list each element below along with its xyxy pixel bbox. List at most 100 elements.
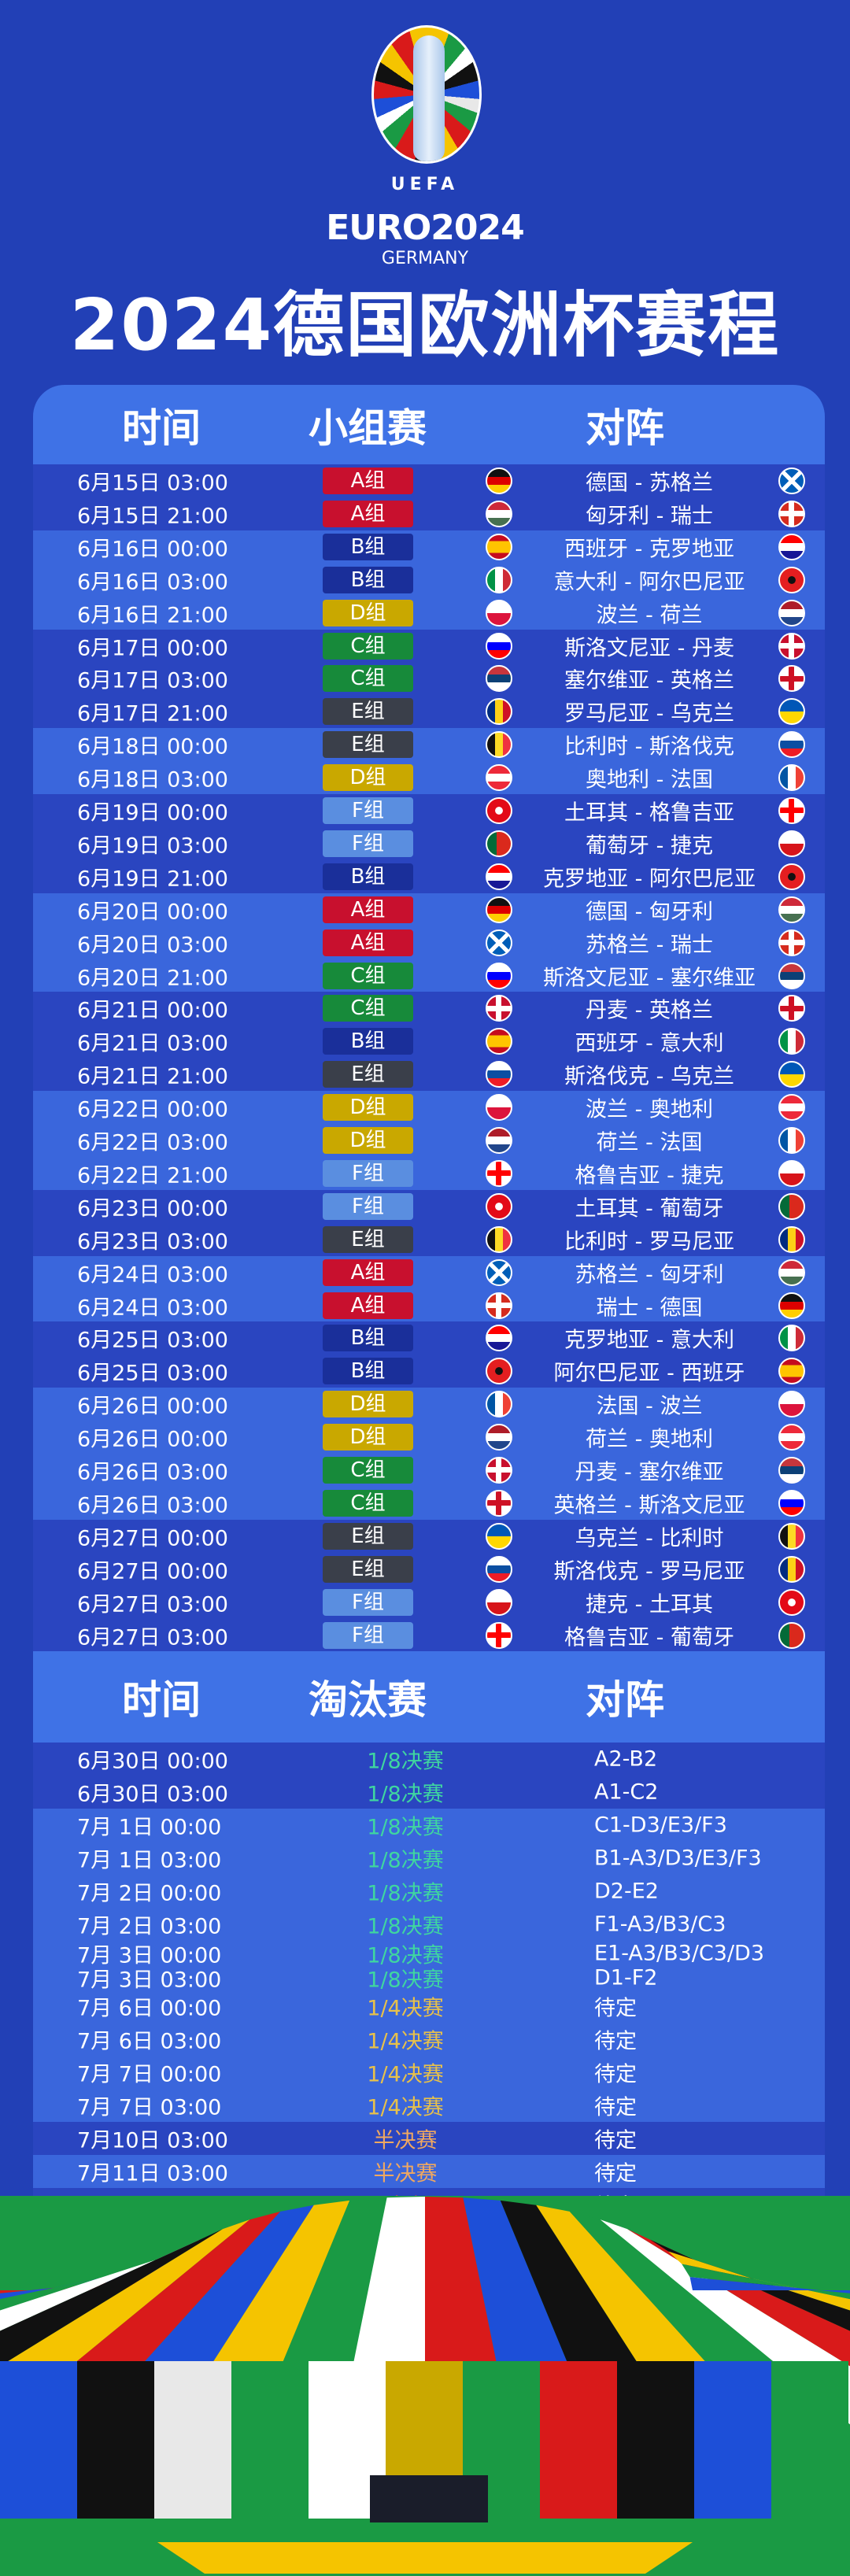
match-row: 6月26日 00:00 D组 法国 - 波兰 <box>33 1388 825 1421</box>
match-time: 6月26日 00:00 <box>77 1394 228 1419</box>
away-flag-icon <box>778 1457 805 1484</box>
match-row: 6月22日 00:00 D组 波兰 - 奥地利 <box>33 1091 825 1125</box>
away-flag-icon <box>778 995 805 1022</box>
home-flag-icon <box>486 1325 512 1352</box>
away-flag-icon <box>778 500 805 527</box>
match-teams: 波兰 - 荷兰 <box>596 603 703 628</box>
match-time: 6月20日 21:00 <box>77 966 228 990</box>
group-badge: A组 <box>323 1258 413 1286</box>
match-teams: 斯洛文尼亚 - 塞尔维亚 <box>543 966 756 990</box>
group-badge: C组 <box>323 632 413 660</box>
knockout-row: 7月10日 03:00 半决赛 待定 <box>33 2122 825 2155</box>
home-flag-icon <box>486 566 512 593</box>
stage-label: 1/8决赛 <box>367 1749 444 1774</box>
group-badge: E组 <box>323 731 413 759</box>
match-row: 6月27日 03:00 F组 捷克 - 土耳其 <box>33 1585 825 1619</box>
away-flag-icon <box>778 1489 805 1517</box>
match-teams: 斯洛文尼亚 - 丹麦 <box>564 636 734 660</box>
knockout-row: 7月11日 03:00 半决赛 待定 <box>33 2155 825 2188</box>
page-title: 2024德国欧洲杯赛程 <box>69 284 781 367</box>
match-row: 6月18日 00:00 E组 比利时 - 斯洛伐克 <box>33 728 825 762</box>
knockout-row: 7月 2日 03:00 1/8决赛 F1-A3/B3/C3 <box>33 1908 825 1941</box>
match-teams: 苏格兰 - 匈牙利 <box>575 1262 724 1288</box>
group-badge: C组 <box>323 1457 413 1484</box>
match-time: 6月19日 03:00 <box>77 833 228 859</box>
group-badge: D组 <box>323 764 413 792</box>
match-time: 6月24日 03:00 <box>77 1295 228 1320</box>
stage-label: 1/8决赛 <box>367 1782 444 1807</box>
knockout-header: 时间 淘汰赛 对阵 <box>33 1651 825 1743</box>
match-teams: 意大利 - 阿尔巴尼亚 <box>553 570 745 595</box>
home-flag-icon <box>486 1588 512 1616</box>
away-flag-icon <box>778 632 805 660</box>
match-row: 6月25日 03:00 B组 克罗地亚 - 意大利 <box>33 1321 825 1355</box>
match-teams: 德国 - 匈牙利 <box>586 900 713 925</box>
away-flag-icon <box>778 764 805 792</box>
home-flag-icon <box>486 1358 512 1385</box>
group-badge: B组 <box>323 1028 413 1055</box>
group-badge: F组 <box>323 797 413 824</box>
match-time: 6月21日 21:00 <box>77 1064 228 1089</box>
match-time: 7月 7日 00:00 <box>77 2062 222 2087</box>
match-teams: 阿尔巴尼亚 - 西班牙 <box>553 1361 745 1386</box>
match-row: 6月21日 00:00 C组 丹麦 - 英格兰 <box>33 992 825 1026</box>
match-row: 6月17日 00:00 C组 斯洛文尼亚 - 丹麦 <box>33 629 825 663</box>
match-teams: 捷克 - 土耳其 <box>586 1592 713 1617</box>
match-row: 6月18日 03:00 D组 奥地利 - 法国 <box>33 761 825 795</box>
match-time: 6月24日 03:00 <box>77 1262 228 1288</box>
matchup: D1-F2 <box>594 1965 658 1990</box>
home-flag-icon <box>486 1127 512 1154</box>
stand-stripe <box>689 2277 850 2293</box>
knockout-row: 7月 1日 03:00 1/8决赛 B1-A3/D3/E3/F3 <box>33 1842 825 1875</box>
matchup: 待定 <box>594 2062 637 2087</box>
matchup: 待定 <box>594 2128 637 2153</box>
match-teams: 西班牙 - 意大利 <box>575 1031 724 1056</box>
away-flag-icon <box>778 1391 805 1418</box>
match-time: 6月15日 21:00 <box>77 504 228 529</box>
match-time: 6月21日 03:00 <box>77 1031 228 1056</box>
lower-stand-block <box>771 2361 848 2519</box>
lower-stand-block <box>617 2361 694 2519</box>
away-flag-icon <box>778 929 805 956</box>
matchup: 待定 <box>594 2029 637 2054</box>
away-flag-icon <box>778 1258 805 1286</box>
group-badge: E组 <box>323 1555 413 1583</box>
match-time: 6月19日 21:00 <box>77 867 228 892</box>
match-time: 7月 6日 03:00 <box>77 2029 222 2054</box>
home-flag-icon <box>486 995 512 1022</box>
group-badge: A组 <box>323 896 413 923</box>
home-flag-icon <box>486 1094 512 1122</box>
home-flag-icon <box>486 1258 512 1286</box>
match-teams: 瑞士 - 德国 <box>596 1295 703 1320</box>
host-country-label: GERMANY <box>381 249 469 268</box>
match-time: 6月18日 03:00 <box>77 767 228 793</box>
away-flag-icon <box>778 1127 805 1154</box>
group-badge: E组 <box>323 1225 413 1253</box>
match-time: 6月25日 03:00 <box>77 1328 228 1353</box>
match-time: 6月18日 00:00 <box>77 734 228 759</box>
match-teams: 波兰 - 奥地利 <box>586 1097 713 1122</box>
match-time: 6月26日 00:00 <box>77 1427 228 1452</box>
lower-stand-block <box>694 2361 771 2519</box>
lower-stand-block <box>231 2361 309 2519</box>
stage-label: 1/8决赛 <box>367 1968 444 1992</box>
away-flag-icon <box>778 797 805 824</box>
home-flag-icon <box>486 1555 512 1583</box>
match-time: 6月20日 00:00 <box>77 900 228 925</box>
home-flag-icon <box>486 1292 512 1319</box>
home-flag-icon <box>486 1028 512 1055</box>
match-time: 6月16日 03:00 <box>77 570 228 595</box>
knockout-row: 7月 6日 03:00 1/4决赛 待定 <box>33 2023 825 2056</box>
match-row: 6月27日 00:00 E组 斯洛伐克 - 罗马尼亚 <box>33 1552 825 1586</box>
stage-label: 1/4决赛 <box>367 2095 444 2120</box>
group-badge: B组 <box>323 1358 413 1385</box>
group-badge: D组 <box>323 1424 413 1451</box>
away-flag-icon <box>778 1159 805 1187</box>
match-teams: 塞尔维亚 - 英格兰 <box>564 668 734 693</box>
stage-label: 1/8决赛 <box>367 1881 444 1906</box>
match-time: 6月25日 03:00 <box>77 1361 228 1386</box>
match-row: 6月23日 03:00 E组 比利时 - 罗马尼亚 <box>33 1222 825 1256</box>
stage-label: 1/4决赛 <box>367 2062 444 2087</box>
match-time: 6月23日 00:00 <box>77 1196 228 1221</box>
stage-column-header: 小组赛 <box>309 405 427 451</box>
